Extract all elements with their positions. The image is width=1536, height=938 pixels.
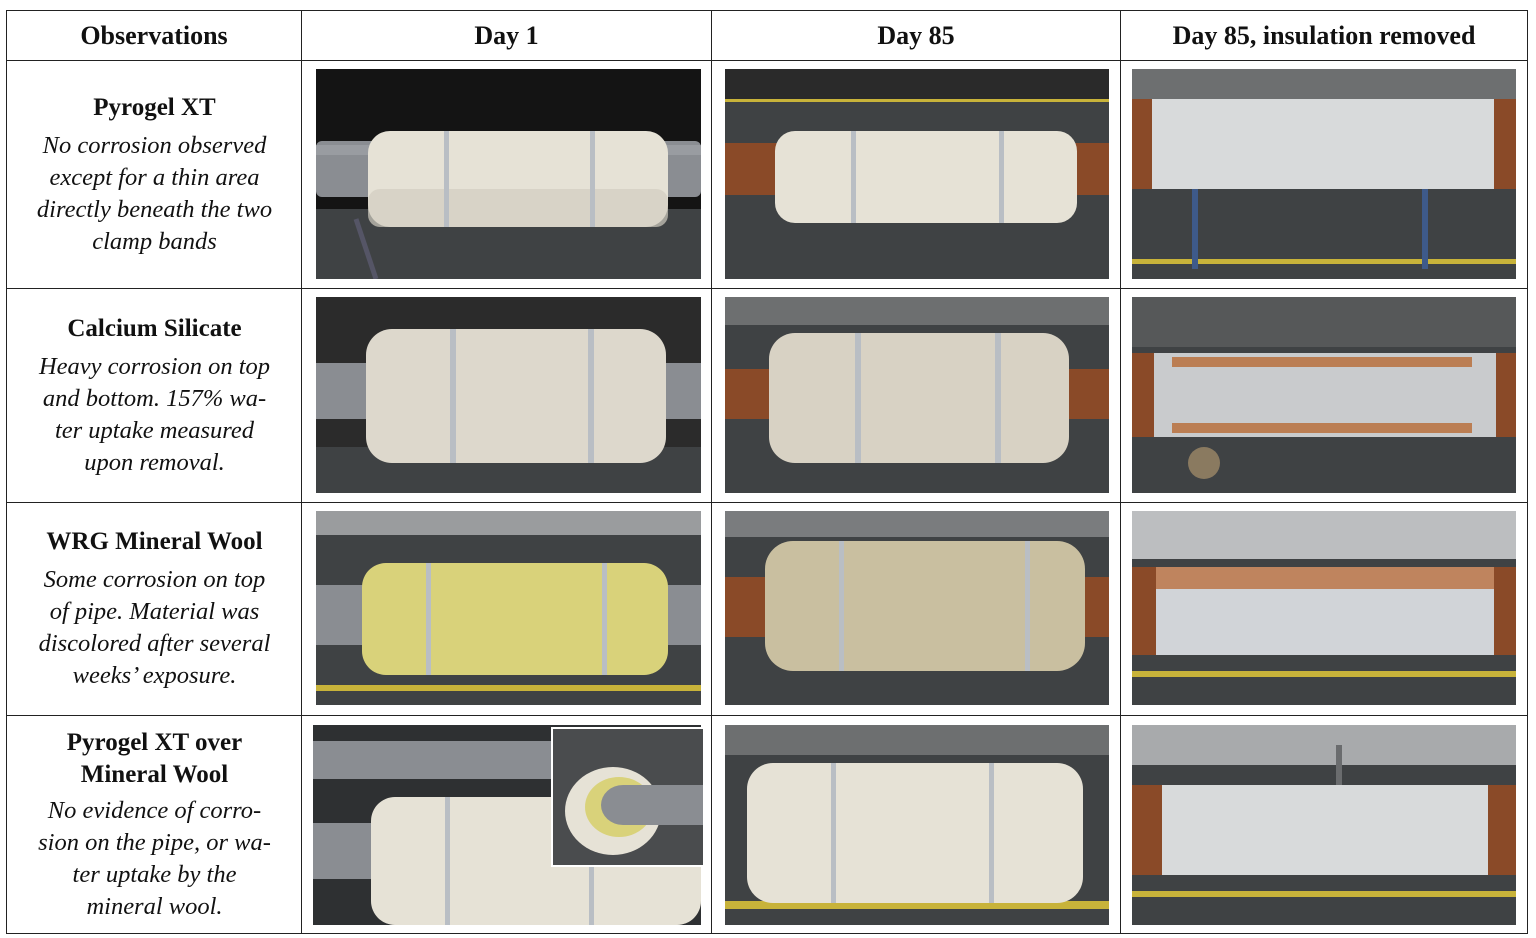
material-line: Pyrogel XT over (66, 729, 243, 756)
table-rule (301, 11, 302, 933)
header-day85-removed: Day 85, insulation removed (1172, 20, 1476, 50)
note-line: and bottom. 157% wa- (42, 384, 267, 412)
observations-table: Observations Day 1 Day 85 Day 85, insula… (6, 10, 1528, 934)
material-line: Mineral Wool (80, 761, 229, 788)
row-wool-observation: WRG Mineral Wool Some corrosion on top o… (7, 503, 302, 715)
note-line: sion on the pipe, or wa- (38, 829, 271, 856)
observation-note: No corrosion observed except for a thin … (37, 130, 272, 258)
note-line: ter uptake measured (54, 416, 255, 444)
photo-calsil-day1-image (316, 297, 701, 493)
photo-combo-removed (1132, 725, 1516, 925)
row-calsil-observation: Calcium Silicate Heavy corrosion on top … (7, 289, 302, 502)
note-line: upon removal. (84, 448, 225, 476)
photo-calsil-day1 (316, 297, 701, 493)
photo-calsil-day85-image (725, 297, 1109, 493)
row-combo-observation: Pyrogel XT over Mineral Wool No evidence… (7, 716, 302, 934)
observation-note: Some corrosion on top of pipe. Material … (39, 564, 271, 692)
table-rule (1120, 11, 1121, 933)
photo-wool-removed-image (1132, 511, 1516, 705)
note-line: of pipe. Material was (49, 598, 260, 625)
note-line: clamp bands (92, 227, 217, 255)
photo-calsil-removed-image (1132, 297, 1516, 493)
material-name: Pyrogel XT (93, 93, 216, 121)
photo-calsil-removed (1132, 297, 1516, 493)
photo-wool-day85-image (725, 511, 1109, 705)
photo-combo-inset (551, 727, 705, 867)
note-line: ter uptake by the (72, 861, 237, 888)
photo-pyrogel-removed-image (1132, 69, 1516, 279)
photo-pyrogel-removed (1132, 69, 1516, 279)
header-day85: Day 85 (877, 20, 955, 50)
photo-calsil-day85 (725, 297, 1109, 493)
photo-pyrogel-day1 (316, 69, 701, 279)
photo-wool-day85 (725, 511, 1109, 705)
observation-note: Heavy corrosion on top and bottom. 157% … (39, 351, 270, 479)
note-line: except for a thin area (49, 163, 260, 191)
photo-wool-day1-image (316, 511, 701, 705)
photo-pyrogel-day85 (725, 69, 1109, 279)
photo-wool-removed (1132, 511, 1516, 705)
note-line: Heavy corrosion on top (38, 352, 271, 380)
table-rule (7, 502, 1527, 503)
material-name: Pyrogel XT over Mineral Wool (67, 727, 242, 791)
material-name: WRG Mineral Wool (46, 528, 263, 555)
note-line: directly beneath the two (36, 195, 273, 223)
photo-combo-day85-image (725, 725, 1109, 925)
photo-pyrogel-day85-image (725, 69, 1109, 279)
note-line: mineral wool. (86, 893, 223, 920)
header-day1: Day 1 (474, 20, 539, 50)
photo-combo-inset-image (553, 729, 703, 865)
header-observations: Observations (80, 20, 228, 50)
table-rule (711, 11, 712, 933)
note-line: weeks’ exposure. (72, 662, 237, 689)
material-name: Calcium Silicate (67, 314, 242, 342)
table-rule (7, 288, 1527, 289)
photo-wool-day1 (316, 511, 701, 705)
note-line: discolored after several (38, 630, 271, 657)
note-line: No evidence of corro- (47, 797, 262, 824)
row-pyrogel-observation: Pyrogel XT No corrosion observed except … (7, 61, 302, 288)
observation-note: No evidence of corro- sion on the pipe, … (38, 795, 271, 923)
photo-combo-day85 (725, 725, 1109, 925)
photo-combo-removed-image (1132, 725, 1516, 925)
note-line: No corrosion observed (42, 131, 267, 159)
table-rule (7, 715, 1527, 716)
note-line: Some corrosion on top (43, 566, 266, 593)
table-rule (7, 60, 1527, 61)
photo-pyrogel-day1-image (316, 69, 701, 279)
